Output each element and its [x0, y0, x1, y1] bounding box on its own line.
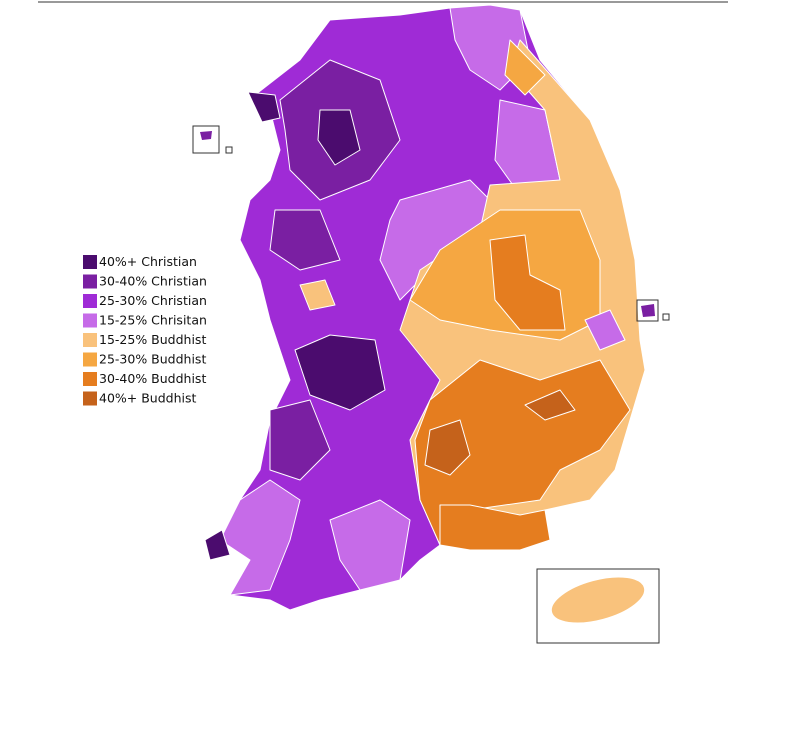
- legend-swatch: [83, 255, 97, 269]
- region: [299, 279, 336, 311]
- inset-marker: [662, 313, 670, 321]
- region: [269, 209, 341, 271]
- legend-label: 30-40% Buddhist: [99, 371, 206, 386]
- region: [204, 529, 231, 561]
- region: [219, 479, 301, 596]
- inset-box: [536, 568, 660, 644]
- legend-label: 30-40% Christian: [99, 274, 207, 289]
- region: [524, 389, 576, 421]
- region: [489, 234, 566, 331]
- map-regions: [204, 4, 646, 611]
- legend-label: 40%+ Buddhist: [99, 391, 197, 406]
- region: [269, 399, 331, 481]
- region: [294, 334, 386, 411]
- island: [641, 304, 655, 317]
- legend-label: 40%+ Christian: [99, 254, 197, 269]
- region: [247, 91, 281, 123]
- region: [414, 359, 631, 546]
- inset-box: [192, 125, 220, 154]
- legend-label: 25-30% Christian: [99, 293, 207, 308]
- legend-swatch: [83, 294, 97, 308]
- legend: 40%+ Christian 30-40% Christian 25-30% Chr…: [83, 254, 207, 406]
- legend-swatch: [83, 274, 97, 289]
- legend-swatch: [83, 313, 97, 328]
- inset-marker: [225, 146, 233, 154]
- region: [317, 109, 361, 166]
- legend-label: 25-30% Buddhist: [99, 352, 206, 367]
- region: [329, 499, 411, 591]
- region: [584, 309, 626, 351]
- legend-swatch: [83, 352, 97, 367]
- inset-box: [636, 299, 659, 322]
- legend-swatch: [83, 372, 97, 386]
- island: [550, 576, 646, 624]
- region: [504, 39, 546, 96]
- legend-swatch: [83, 391, 97, 406]
- legend-label: 15-25% Chrisitan: [99, 313, 207, 328]
- legend-label: 15-25% Buddhist: [99, 332, 206, 347]
- region: [439, 504, 551, 551]
- island: [200, 131, 212, 140]
- legend-swatch: [83, 333, 97, 347]
- region: [424, 419, 471, 476]
